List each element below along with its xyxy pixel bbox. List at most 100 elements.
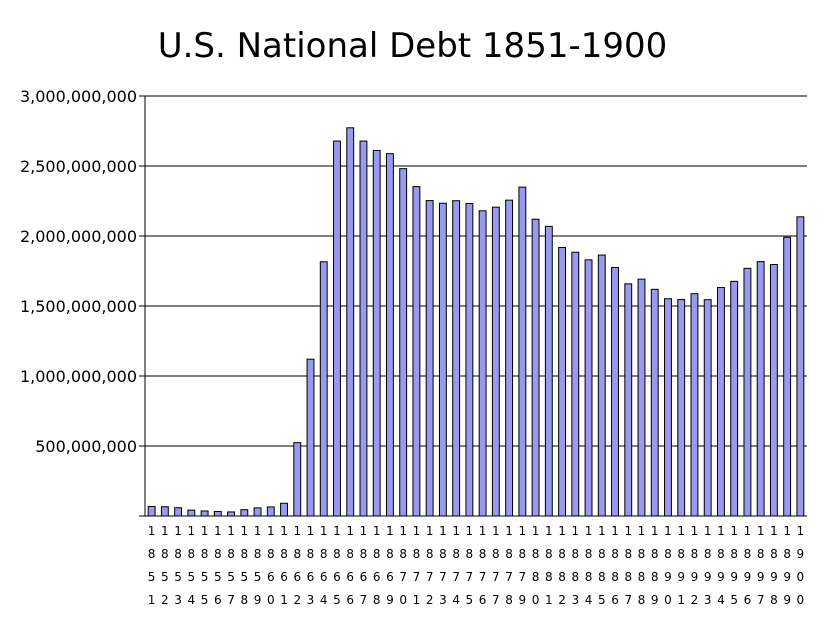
bar-1870 bbox=[399, 168, 408, 517]
bar-1888 bbox=[637, 278, 646, 517]
bars bbox=[147, 127, 805, 517]
bar-1872 bbox=[425, 200, 434, 517]
bar-1881 bbox=[544, 225, 553, 517]
bar-1871 bbox=[412, 186, 421, 517]
tick-labels: 500,000,000 1,000,000,000 1,500,000,000 2,0… bbox=[20, 87, 804, 607]
y-tick-label: 2,500,000,000 bbox=[20, 157, 137, 176]
bar-1867 bbox=[359, 140, 368, 517]
bar-1899 bbox=[783, 236, 792, 517]
bar-1893 bbox=[703, 299, 712, 517]
bar-1900 bbox=[796, 216, 805, 517]
bar-1865 bbox=[333, 140, 341, 517]
bar-1862 bbox=[293, 442, 302, 517]
bar-1891 bbox=[677, 299, 686, 517]
bar-1880 bbox=[531, 218, 540, 517]
bar-1890 bbox=[664, 298, 672, 517]
bar-1883 bbox=[571, 251, 580, 517]
bar-1895 bbox=[730, 280, 739, 517]
bar-1878 bbox=[505, 199, 514, 517]
bar-1851 bbox=[147, 505, 156, 517]
y-tick-label: 1,500,000,000 bbox=[20, 297, 137, 316]
bar-1868 bbox=[372, 149, 381, 517]
bar-1854 bbox=[187, 509, 196, 517]
bar-1882 bbox=[558, 246, 567, 517]
y-tick-label: 1,000,000,000 bbox=[20, 367, 137, 386]
bar-1885 bbox=[597, 254, 606, 517]
y-tick-label: 3,000,000,000 bbox=[20, 87, 137, 106]
bar-1861 bbox=[280, 502, 288, 517]
bar-1855 bbox=[200, 510, 209, 517]
bar-1879 bbox=[518, 186, 527, 517]
bar-1863 bbox=[306, 358, 315, 517]
bar-1858 bbox=[240, 509, 249, 517]
y-tick-label: 2,000,000,000 bbox=[20, 227, 137, 246]
bar-1876 bbox=[478, 210, 487, 517]
y-tick-label: 500,000,000 bbox=[35, 437, 137, 456]
bar-1859 bbox=[253, 507, 262, 517]
bar-1887 bbox=[624, 283, 633, 517]
bar-1864 bbox=[319, 261, 328, 517]
bar-1874 bbox=[452, 200, 461, 517]
axes bbox=[139, 95, 807, 517]
bar-1873 bbox=[438, 202, 447, 517]
bar-1857 bbox=[227, 511, 236, 517]
bar-1856 bbox=[213, 511, 222, 517]
bar-1894 bbox=[716, 287, 725, 517]
bar-1877 bbox=[491, 206, 500, 517]
bar-1892 bbox=[690, 293, 699, 517]
bar-1886 bbox=[611, 267, 619, 517]
bar-1869 bbox=[385, 153, 394, 517]
bar-1898 bbox=[769, 264, 778, 517]
bar-1889 bbox=[650, 288, 659, 517]
gridlines bbox=[145, 95, 807, 447]
bar-1896 bbox=[743, 267, 752, 517]
